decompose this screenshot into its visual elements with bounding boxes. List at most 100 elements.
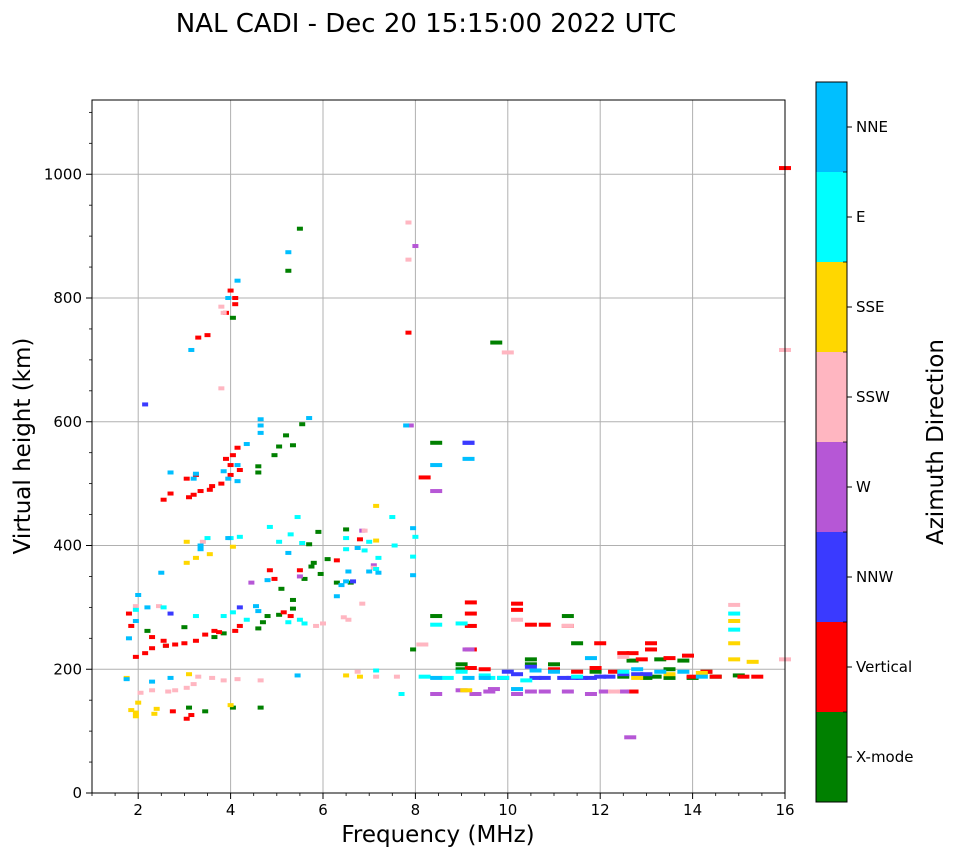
data-point-nne xyxy=(430,675,443,680)
data-point-e xyxy=(236,534,243,539)
data-point-ssw xyxy=(405,257,412,262)
data-point-x-mode xyxy=(257,705,264,710)
data-point-nne xyxy=(188,347,195,352)
colorbar-segment-nnw xyxy=(816,532,847,622)
data-point-nnw xyxy=(511,672,524,677)
data-point-w xyxy=(462,647,475,652)
data-point-vertical xyxy=(229,453,236,458)
data-point-vertical xyxy=(645,647,658,652)
data-point-vertical xyxy=(464,600,477,605)
data-point-nne xyxy=(234,463,241,468)
data-point-vertical xyxy=(236,623,243,628)
data-point-nne xyxy=(149,679,156,684)
data-point-w xyxy=(469,692,482,696)
grid xyxy=(92,100,786,793)
data-point-ssw xyxy=(209,675,216,680)
data-point-e xyxy=(204,536,211,541)
data-point-nne xyxy=(333,594,340,599)
data-point-nne xyxy=(257,430,264,435)
data-point-nne xyxy=(255,609,262,614)
data-point-vertical xyxy=(160,638,167,643)
data-point-vertical xyxy=(232,296,239,300)
data-point-sse xyxy=(132,710,139,715)
data-point-nne xyxy=(345,569,352,574)
data-point-w xyxy=(584,692,597,696)
data-point-nne xyxy=(695,674,708,679)
data-point-nnw xyxy=(142,402,149,407)
data-point-vertical xyxy=(172,642,179,647)
data-marks xyxy=(123,166,791,740)
data-point-e xyxy=(229,610,236,615)
y-tick-label: 600 xyxy=(53,413,82,431)
data-point-x-mode xyxy=(259,620,266,625)
data-point-e xyxy=(266,524,273,529)
data-point-x-mode xyxy=(455,662,468,667)
data-point-nne xyxy=(677,669,690,674)
data-point-vertical xyxy=(216,630,223,635)
data-point-vertical xyxy=(211,628,218,633)
data-point-nne xyxy=(234,479,241,484)
data-point-ssw xyxy=(218,386,225,391)
data-point-x-mode xyxy=(654,657,667,662)
data-point-ssw xyxy=(313,623,320,628)
data-point-x-mode xyxy=(490,340,503,345)
data-point-ssw xyxy=(320,621,326,626)
colorbar-segment-vertical xyxy=(816,622,847,712)
y-tick-label: 1000 xyxy=(44,165,82,183)
data-point-vertical xyxy=(236,468,243,473)
data-point-nnw xyxy=(631,672,644,677)
data-point-sse xyxy=(460,688,473,693)
data-point-vertical xyxy=(142,651,149,656)
data-point-vertical xyxy=(234,445,241,450)
data-point-vertical xyxy=(181,641,188,646)
data-point-sse xyxy=(135,700,142,705)
data-point-nne xyxy=(403,423,410,428)
colorbar-tick-label: NNW xyxy=(856,568,893,586)
data-point-e xyxy=(192,614,199,619)
data-point-sse xyxy=(356,674,363,679)
colorbar-segment-nne xyxy=(816,82,847,172)
data-point-nne xyxy=(354,545,361,550)
data-point-ssw xyxy=(608,689,621,694)
colorbar-tick-label: SSW xyxy=(856,388,890,406)
data-point-ssw xyxy=(405,220,412,225)
data-point-x-mode xyxy=(211,635,218,640)
data-point-nne xyxy=(125,636,132,641)
data-point-e xyxy=(285,620,292,625)
data-point-vertical xyxy=(405,330,412,335)
data-point-vertical xyxy=(594,641,607,646)
data-point-e xyxy=(375,555,382,560)
data-point-vertical xyxy=(197,489,204,494)
data-point-ssw xyxy=(190,682,197,687)
data-point-nne xyxy=(375,570,382,575)
data-point-x-mode xyxy=(289,606,296,611)
y-tick-label: 200 xyxy=(53,660,82,678)
data-point-ssw xyxy=(354,669,361,674)
data-point-nnw xyxy=(350,579,357,584)
data-point-x-mode xyxy=(410,647,417,652)
data-point-x-mode xyxy=(271,453,278,458)
data-point-nne xyxy=(343,579,350,584)
data-point-ssw xyxy=(728,602,741,607)
data-point-x-mode xyxy=(571,641,584,646)
colorbar-tick-label: X-mode xyxy=(856,748,913,766)
data-point-x-mode xyxy=(299,422,306,427)
x-tick-label: 12 xyxy=(591,801,610,819)
data-point-sse xyxy=(373,538,380,543)
data-point-nne xyxy=(548,669,560,674)
data-point-nnw xyxy=(584,675,597,680)
data-point-ssw xyxy=(359,601,366,606)
data-point-x-mode xyxy=(308,564,315,569)
data-point-e xyxy=(366,539,373,544)
data-point-x-mode xyxy=(296,226,303,231)
data-point-x-mode xyxy=(301,576,308,581)
data-point-vertical xyxy=(464,623,477,628)
data-point-e xyxy=(410,554,417,559)
data-point-x-mode xyxy=(663,675,676,680)
data-point-e xyxy=(478,673,491,678)
data-point-sse xyxy=(183,539,190,544)
x-tick-label: 16 xyxy=(775,801,794,819)
data-point-w xyxy=(624,735,637,740)
colorbar-tick-label: W xyxy=(856,478,871,496)
data-point-sse xyxy=(728,657,741,662)
